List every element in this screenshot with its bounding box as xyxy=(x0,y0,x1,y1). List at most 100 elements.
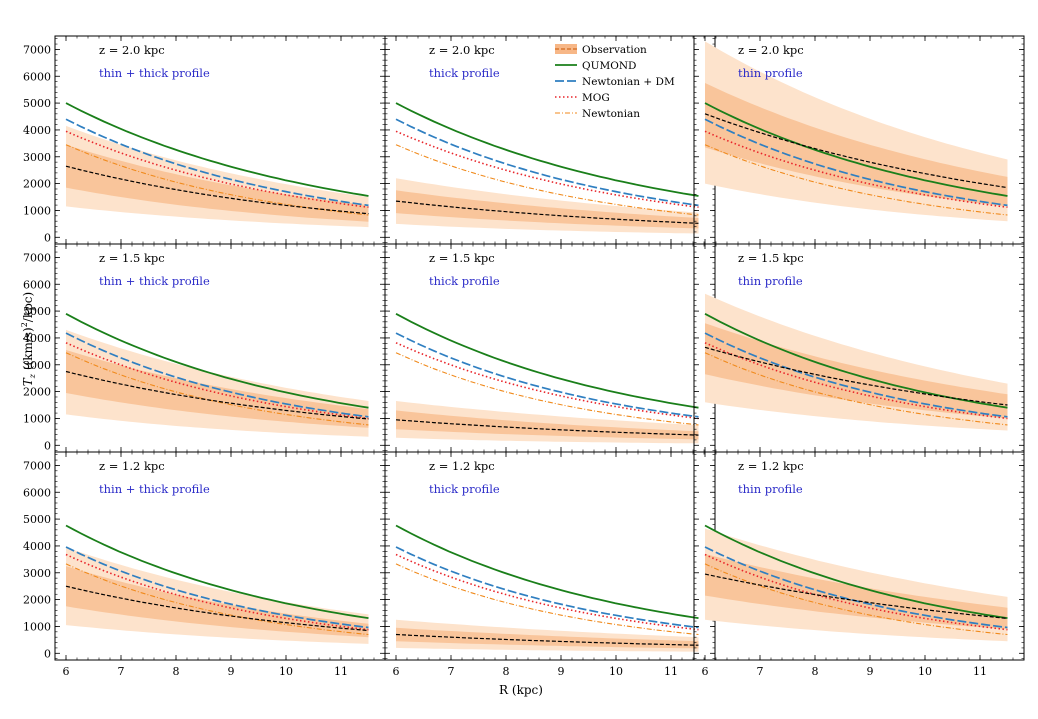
z-label: z = 1.5 kpc xyxy=(429,251,495,265)
y-tick-label: 5000 xyxy=(23,513,51,526)
z-label: z = 1.2 kpc xyxy=(738,459,804,473)
x-tick-label: 8 xyxy=(503,665,510,678)
y-tick-label: 2000 xyxy=(23,178,51,191)
x-tick-label: 11 xyxy=(664,665,678,678)
panel-plot-area xyxy=(65,102,369,228)
z-label: z = 1.5 kpc xyxy=(738,251,804,265)
z-label: z = 1.5 kpc xyxy=(99,251,165,265)
y-tick-label: 1000 xyxy=(23,412,51,425)
observation-inner-band xyxy=(396,627,699,649)
y-tick-label: 4000 xyxy=(23,332,51,345)
y-axis-title: Tz ((km/s)2/kpc) xyxy=(20,292,37,386)
legend-label: QUMOND xyxy=(582,60,636,72)
panel-plot-area xyxy=(65,313,369,437)
panel-1-2: z = 2.0 kpc thick profile xyxy=(384,35,716,245)
x-tick-label: 11 xyxy=(334,665,348,678)
qumond-line xyxy=(395,102,699,197)
x-tick-label: 7 xyxy=(118,665,125,678)
x-tick-label: 10 xyxy=(609,665,623,678)
x-axis-title: R (kpc) xyxy=(499,683,543,697)
panel-2-3: z = 1.5 kpc thin profile xyxy=(693,243,1025,453)
legend-observation-patch xyxy=(555,44,577,54)
panel-2-1: 0 1000 2000 3000 4000 5000 6000 7000 z = 1.5 kpc… xyxy=(23,243,386,453)
x-tick-label: 11 xyxy=(973,665,987,678)
observation-line xyxy=(65,370,369,420)
qumond-line xyxy=(704,102,1008,197)
panel-plot-area xyxy=(704,524,1008,642)
panel-plot-area xyxy=(395,524,699,652)
x-tick-label: 6 xyxy=(63,665,70,678)
x-tick-label: 10 xyxy=(918,665,932,678)
y-tick-label: 3000 xyxy=(23,359,51,372)
newtonian-dm-line xyxy=(704,118,1008,207)
mog-line xyxy=(395,553,699,631)
x-tick-label: 8 xyxy=(173,665,180,678)
y-tick-label: 4000 xyxy=(23,540,51,553)
y-tick-label: 5000 xyxy=(23,305,51,318)
x-tick-label: 6 xyxy=(702,665,709,678)
profile-label: thick profile xyxy=(429,482,500,496)
observation-inner-band xyxy=(705,83,1008,207)
qumond-line xyxy=(395,313,699,409)
z-label: z = 1.2 kpc xyxy=(99,459,165,473)
y-tick-label: 4000 xyxy=(23,124,51,137)
observation-line xyxy=(395,200,699,224)
y-tick-label: 0 xyxy=(44,647,51,660)
qumond-line xyxy=(704,313,1008,409)
x-tick-label: 9 xyxy=(228,665,235,678)
panel-plot-area xyxy=(704,293,1008,431)
observation-line xyxy=(395,633,699,646)
y-tick-label: 5000 xyxy=(23,97,51,110)
observation-line xyxy=(65,585,369,632)
panel-plot-area xyxy=(704,41,1008,222)
panel-1-3: z = 2.0 kpc thin profile xyxy=(693,35,1025,245)
y-tick-label: 0 xyxy=(44,231,51,244)
profile-label: thin profile xyxy=(738,482,803,496)
profile-label: thin profile xyxy=(738,274,803,288)
newtonian-dm-line xyxy=(395,118,699,207)
y-tick-label: 3000 xyxy=(23,151,51,164)
panel-plot-area xyxy=(65,524,369,644)
newtonian-line xyxy=(704,352,1008,426)
y-tick-label: 6000 xyxy=(23,486,51,499)
y-tick-label: 7000 xyxy=(23,251,51,264)
newtonian-dm-line xyxy=(395,546,699,629)
legend-label: Newtonian + DM xyxy=(582,76,675,88)
qumond-line xyxy=(65,313,369,409)
x-tick-label: 10 xyxy=(279,665,293,678)
x-tick-label: 9 xyxy=(867,665,874,678)
newtonian-line xyxy=(704,144,1008,216)
z-label: z = 2.0 kpc xyxy=(99,43,165,57)
legend-label: Newtonian xyxy=(582,108,640,120)
y-tick-label: 2000 xyxy=(23,594,51,607)
observation-inner-band xyxy=(396,410,699,440)
z-label: z = 2.0 kpc xyxy=(738,43,804,57)
profile-label: thin + thick profile xyxy=(99,66,210,80)
y-tick-label: 0 xyxy=(44,439,51,452)
legend-label: MOG xyxy=(582,92,610,104)
panel-plot-area xyxy=(395,102,699,234)
panel-3-3: 6 7 8 9 10 11 z = 1.2 kpc thin profile xyxy=(693,451,1025,678)
y-tick-label: 1000 xyxy=(23,204,51,217)
legend-label: Observation xyxy=(582,44,647,56)
profile-label: thin profile xyxy=(738,66,803,80)
z-label: z = 1.2 kpc xyxy=(429,459,495,473)
qumond-line xyxy=(704,524,1008,619)
profile-label: thin + thick profile xyxy=(99,482,210,496)
y-tick-label: 2000 xyxy=(23,386,51,399)
observation-line xyxy=(395,419,699,436)
profile-label: thick profile xyxy=(429,66,500,80)
y-tick-label: 7000 xyxy=(23,43,51,56)
x-tick-label: 7 xyxy=(757,665,764,678)
panel-plot-area xyxy=(395,313,699,444)
observation-inner-band xyxy=(396,190,699,229)
legend: Observation QUMOND Newtonian + DM MOG Newton… xyxy=(555,44,675,120)
qumond-line xyxy=(65,102,369,197)
qumond-line xyxy=(395,524,699,619)
y-tick-label: 6000 xyxy=(23,278,51,291)
newtonian-line xyxy=(65,563,369,636)
newtonian-line xyxy=(65,352,369,426)
x-tick-label: 8 xyxy=(812,665,819,678)
observation-line xyxy=(704,113,1008,189)
